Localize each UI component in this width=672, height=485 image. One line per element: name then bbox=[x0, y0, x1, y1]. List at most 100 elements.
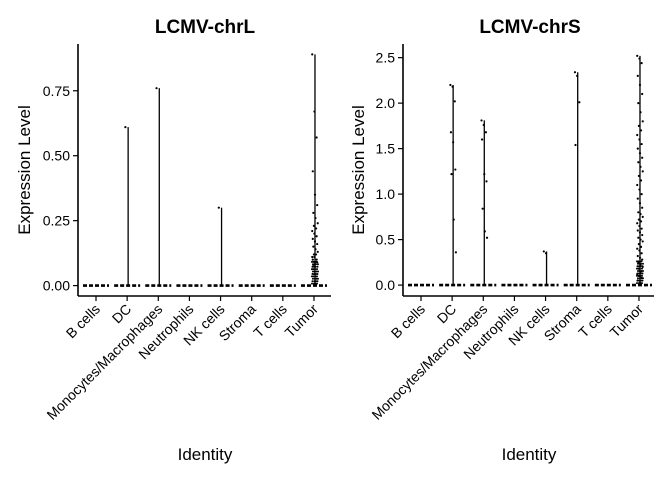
data-point bbox=[480, 119, 483, 122]
y-tick-label: 2.0 bbox=[376, 95, 396, 111]
data-point bbox=[315, 260, 318, 263]
data-point bbox=[483, 230, 486, 233]
data-point bbox=[638, 267, 641, 270]
data-point bbox=[312, 253, 315, 256]
y-tick-label: 0.75 bbox=[43, 83, 70, 99]
data-point bbox=[641, 270, 644, 273]
data-point bbox=[638, 279, 641, 282]
data-point bbox=[316, 272, 319, 275]
x-tick-label: DC bbox=[109, 301, 135, 327]
data-point bbox=[637, 274, 640, 277]
data-point bbox=[311, 265, 314, 268]
data-point bbox=[638, 260, 641, 263]
data-point bbox=[639, 129, 643, 132]
data-point bbox=[637, 272, 640, 275]
data-point bbox=[314, 227, 318, 230]
x-tick-label: Tumor bbox=[282, 301, 322, 341]
data-point bbox=[315, 235, 318, 238]
data-point bbox=[641, 262, 644, 265]
data-point bbox=[638, 57, 641, 60]
y-tick-label: 0.0 bbox=[376, 277, 396, 293]
data-point bbox=[316, 250, 319, 253]
data-point bbox=[636, 133, 639, 137]
data-point bbox=[641, 215, 644, 218]
y-axis-title: Expression Level bbox=[15, 105, 34, 234]
data-point bbox=[314, 253, 318, 256]
data-point bbox=[310, 268, 313, 271]
data-point bbox=[124, 126, 127, 129]
data-point bbox=[313, 260, 316, 263]
data-point bbox=[638, 270, 641, 273]
data-point bbox=[315, 258, 318, 261]
data-point bbox=[636, 74, 639, 77]
data-point bbox=[636, 265, 639, 268]
data-point bbox=[313, 240, 317, 243]
x-tick-label: B cells bbox=[388, 301, 428, 341]
data-point bbox=[454, 168, 457, 171]
data-point bbox=[637, 211, 640, 214]
data-point bbox=[217, 206, 220, 209]
data-point bbox=[452, 141, 455, 144]
y-tick-label: 0.50 bbox=[43, 148, 70, 164]
data-point bbox=[641, 206, 644, 209]
data-point bbox=[640, 62, 643, 65]
data-point bbox=[640, 260, 643, 263]
data-point bbox=[311, 272, 314, 275]
data-point bbox=[639, 282, 642, 285]
data-point bbox=[638, 202, 642, 205]
data-point bbox=[636, 222, 639, 225]
data-point bbox=[641, 156, 644, 159]
data-point bbox=[314, 275, 317, 278]
data-point bbox=[311, 270, 314, 273]
data-point bbox=[449, 83, 452, 87]
data-point bbox=[639, 274, 642, 277]
data-point bbox=[314, 272, 317, 275]
data-point bbox=[312, 224, 315, 227]
data-point bbox=[637, 161, 640, 164]
panel-lcmv-chrl: LCMV-chrL Expression Level Identity 0.00… bbox=[15, 17, 331, 464]
x-tick-label: Monocytes/Macrophages bbox=[43, 301, 165, 423]
data-point bbox=[542, 250, 545, 253]
data-point bbox=[313, 263, 316, 266]
data-point bbox=[313, 280, 316, 283]
data-point bbox=[314, 265, 317, 268]
data-point bbox=[482, 123, 485, 127]
data-point bbox=[316, 270, 319, 273]
data-point bbox=[636, 183, 639, 187]
data-point bbox=[314, 248, 317, 251]
data-point bbox=[315, 275, 318, 278]
data-point bbox=[637, 243, 640, 246]
data-point bbox=[485, 180, 488, 183]
data-point bbox=[641, 92, 644, 96]
x-tick-label: Monocytes/Macrophages bbox=[368, 301, 490, 423]
data-point bbox=[311, 280, 314, 283]
data-point bbox=[316, 263, 319, 266]
data-point bbox=[544, 252, 548, 255]
data-point bbox=[313, 268, 316, 271]
data-point bbox=[315, 282, 318, 285]
data-point bbox=[635, 260, 638, 263]
data-point bbox=[635, 274, 638, 277]
data-point bbox=[312, 260, 315, 263]
data-point bbox=[315, 277, 318, 280]
data-point bbox=[311, 237, 314, 240]
data-point bbox=[636, 229, 639, 232]
data-point bbox=[313, 193, 317, 196]
data-point bbox=[316, 265, 319, 268]
data-point bbox=[641, 265, 644, 268]
data-point bbox=[311, 229, 314, 233]
data-point bbox=[484, 131, 488, 134]
data-point bbox=[640, 267, 643, 270]
data-point bbox=[637, 282, 640, 285]
data-point bbox=[636, 247, 639, 250]
data-point bbox=[639, 238, 642, 241]
data-point bbox=[638, 188, 641, 191]
data-point bbox=[638, 249, 641, 252]
data-point bbox=[641, 233, 644, 237]
data-point bbox=[316, 280, 319, 283]
data-point bbox=[316, 222, 319, 225]
data-point bbox=[480, 138, 484, 141]
data-point bbox=[639, 165, 642, 168]
data-point bbox=[315, 136, 318, 139]
